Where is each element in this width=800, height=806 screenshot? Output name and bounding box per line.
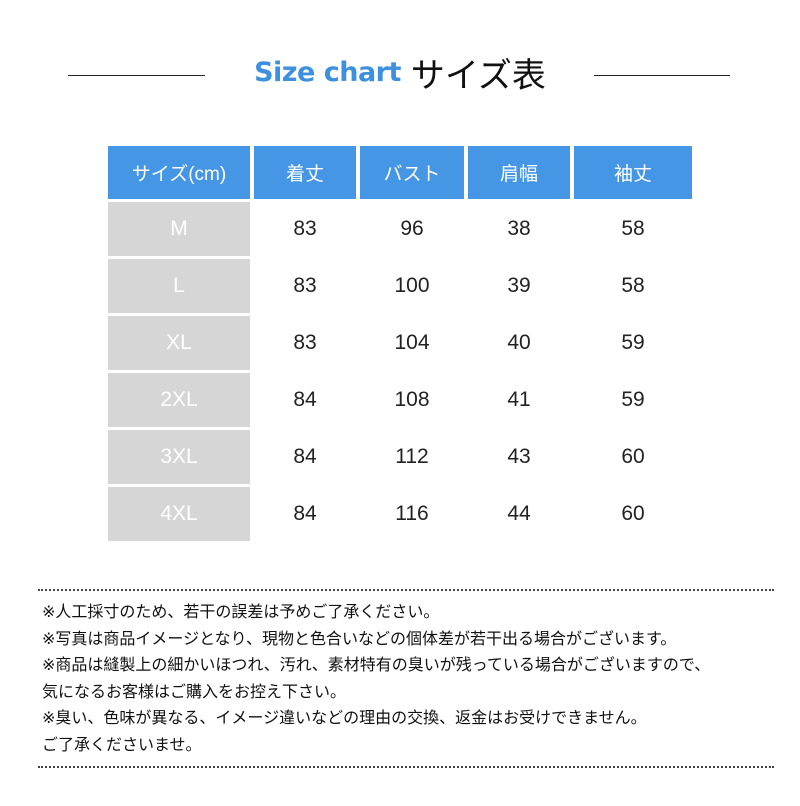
column-header: 肩幅 bbox=[468, 146, 570, 199]
notes: ※人工採寸のため、若干の誤差は予めご了承ください。 ※写真は商品イメージとなり、現… bbox=[42, 599, 710, 758]
size-cell: L bbox=[108, 259, 250, 313]
value-cell: 59 bbox=[621, 331, 645, 354]
table-row: 4XL 84 116 44 60 bbox=[108, 487, 692, 541]
note-line: ※人工採寸のため、若干の誤差は予めご了承ください。 bbox=[42, 602, 440, 621]
note-line: ※商品は縫製上の細かいほつれ、汚れ、素材特有の臭いが残っている場合がございますの… bbox=[42, 655, 711, 674]
size-cell: XL bbox=[108, 316, 250, 370]
note-line: ※写真は商品イメージとなり、現物と色合いなどの個体差が若干出る場合がございます。 bbox=[42, 628, 677, 648]
value-cell: 83 bbox=[293, 331, 317, 354]
title-rule-right bbox=[594, 75, 730, 76]
column-header: バスト bbox=[360, 146, 464, 199]
value-cell: 60 bbox=[621, 445, 645, 468]
note-line: 気になるお客様はご購入をお控え下さい。 bbox=[42, 681, 347, 701]
value-cell: 84 bbox=[293, 445, 317, 468]
value-cell: 43 bbox=[507, 445, 531, 468]
table-row: 2XL 84 108 41 59 bbox=[108, 373, 692, 427]
value-cell: 58 bbox=[621, 217, 645, 240]
size-table: サイズ(cm) 着丈 バスト 肩幅 袖丈 M 83 96 38 58 L 83 100 39 58 XL 83… bbox=[104, 143, 696, 544]
value-cell: 40 bbox=[507, 331, 531, 354]
table-header-row: サイズ(cm) 着丈 バスト 肩幅 袖丈 bbox=[108, 146, 692, 199]
value-cell: 58 bbox=[621, 274, 645, 297]
title-en: Size chart bbox=[254, 57, 401, 88]
value-cell: 96 bbox=[400, 217, 424, 240]
table-row: M 83 96 38 58 bbox=[108, 202, 692, 256]
note-line: ご了承くださいませ。 bbox=[42, 734, 202, 754]
column-header: サイズ(cm) bbox=[108, 146, 250, 199]
value-cell: 41 bbox=[507, 388, 531, 411]
value-cell: 83 bbox=[293, 217, 317, 240]
page-title: Size chart サイズ表 bbox=[0, 48, 800, 97]
value-cell: 104 bbox=[394, 331, 430, 354]
table-row: L 83 100 39 58 bbox=[108, 259, 692, 313]
value-cell: 108 bbox=[394, 388, 430, 411]
value-cell: 60 bbox=[621, 502, 645, 525]
note-line: ※臭い、色味が異なる、イメージ違いなどの理由の交換、返金はお受けできません。 bbox=[42, 708, 647, 727]
value-cell: 59 bbox=[621, 388, 645, 411]
divider-top bbox=[38, 589, 774, 591]
column-header: 袖丈 bbox=[574, 146, 692, 199]
size-cell: 3XL bbox=[108, 430, 250, 484]
column-header: 着丈 bbox=[254, 146, 356, 199]
value-cell: 116 bbox=[395, 502, 429, 525]
table-row: XL 83 104 40 59 bbox=[108, 316, 692, 370]
title-rule-left bbox=[68, 75, 205, 76]
value-cell: 84 bbox=[293, 388, 317, 411]
value-cell: 100 bbox=[394, 274, 430, 297]
divider-bottom bbox=[38, 766, 774, 768]
size-cell: M bbox=[108, 202, 250, 256]
size-cell: 2XL bbox=[108, 373, 250, 427]
size-cell: 4XL bbox=[108, 487, 250, 541]
value-cell: 112 bbox=[395, 445, 429, 468]
value-cell: 39 bbox=[507, 274, 531, 297]
value-cell: 84 bbox=[293, 502, 317, 525]
value-cell: 44 bbox=[507, 502, 531, 525]
title-jp: サイズ表 bbox=[410, 56, 546, 96]
value-cell: 38 bbox=[507, 217, 531, 240]
value-cell: 83 bbox=[293, 274, 317, 297]
table-row: 3XL 84 112 43 60 bbox=[108, 430, 692, 484]
